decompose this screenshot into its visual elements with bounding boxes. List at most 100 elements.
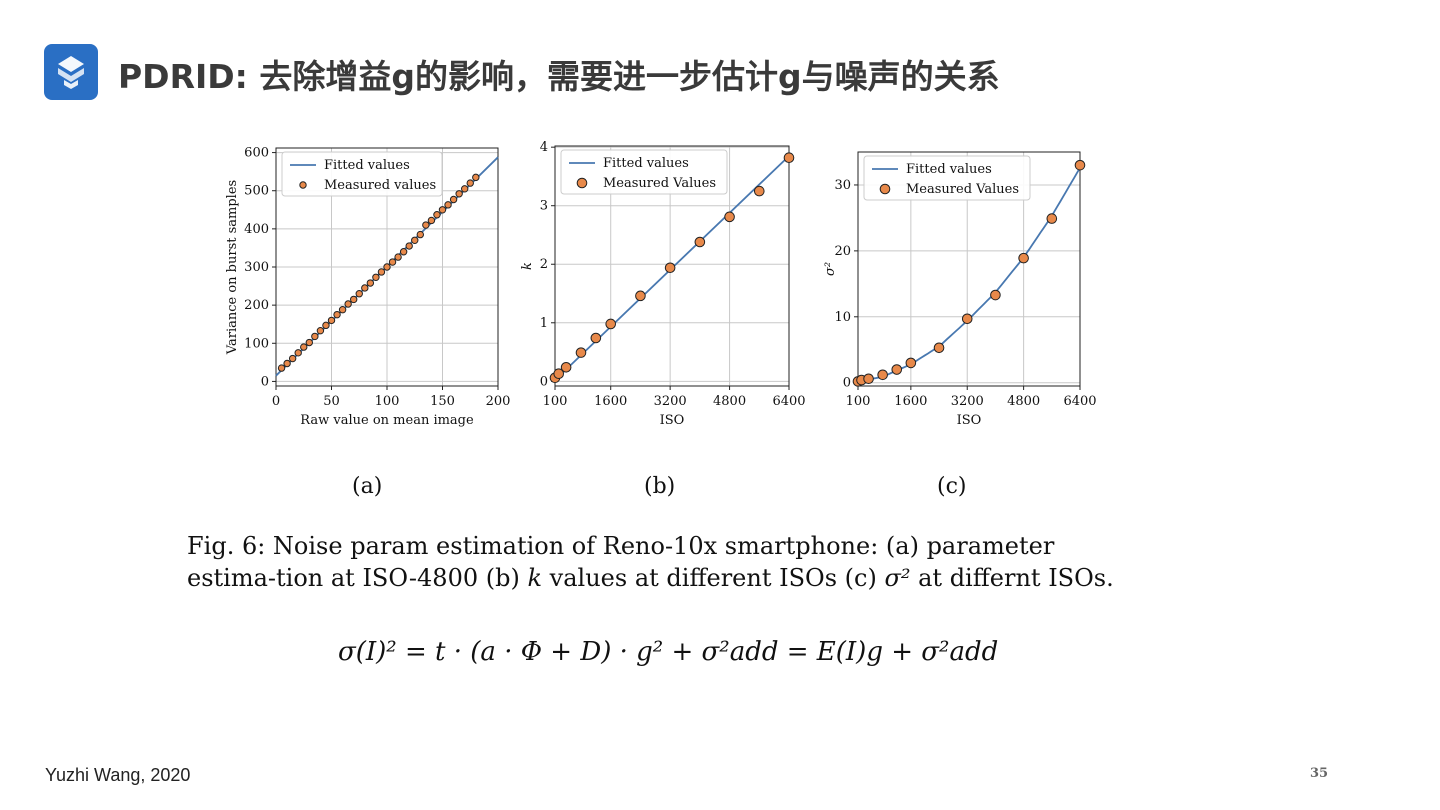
x-tick-label-1: 50	[323, 394, 340, 409]
data-point-30	[444, 201, 452, 209]
data-point-11	[338, 306, 347, 314]
slide-title: PDRID: 去除增益g的影响，需要进一步估计g与噪声的关系	[118, 57, 1000, 96]
data-point-21	[394, 253, 402, 261]
x-tick-label-3: 4800	[1007, 394, 1040, 409]
data-point-17	[372, 273, 380, 281]
noise-formula: σ(I)² = t · (a · Φ + D) · g² + σ²add = E…	[338, 637, 999, 667]
page-number: 35	[1310, 766, 1329, 781]
y-tick-label-1: 100	[244, 336, 269, 351]
legend-marker-swatch	[299, 181, 307, 189]
x-tick-label-3: 150	[430, 394, 455, 409]
data-point-24	[411, 236, 419, 245]
data-point-10	[333, 310, 341, 319]
y-tick-label-0: 0	[843, 376, 851, 391]
data-point-33	[461, 185, 469, 193]
x-tick-label-0: 100	[543, 394, 568, 409]
data-point-11	[783, 152, 795, 164]
y-tick-label-0: 0	[261, 374, 269, 389]
legend-fitted-label: Fitted values	[324, 158, 410, 173]
x-tick-label-1: 1600	[894, 394, 927, 409]
legend-measured-label: Measured values	[324, 178, 436, 193]
x-tick-label-2: 3200	[951, 394, 984, 409]
plot-frame	[554, 145, 790, 387]
data-point-9	[1018, 252, 1029, 264]
y-tick-label-6: 600	[244, 146, 269, 161]
caption-mid: values at different ISOs (c)	[549, 564, 877, 592]
caption-prefix: Fig. 6: Noise param estimation of Reno-1…	[187, 532, 1055, 592]
data-point-14	[355, 289, 363, 298]
data-point-1	[553, 368, 565, 380]
y-tick-label-2: 200	[244, 298, 269, 313]
y-tick-label-3: 30	[834, 178, 851, 193]
data-point-25	[416, 230, 425, 239]
data-point-8	[990, 289, 1001, 301]
data-point-28	[433, 211, 441, 219]
data-point-9	[327, 316, 336, 325]
y-tick-label-4: 4	[540, 140, 548, 155]
data-point-23	[405, 242, 413, 250]
y-tick-label-2: 2	[540, 257, 548, 272]
data-point-1	[283, 359, 291, 368]
data-point-10	[753, 185, 765, 197]
data-point-2	[288, 354, 297, 363]
logo-icon	[44, 44, 98, 100]
data-point-27	[427, 216, 436, 225]
data-point-8	[322, 321, 330, 330]
data-point-7	[316, 326, 325, 335]
y-axis-label: k	[520, 262, 535, 270]
y-tick-label-3: 3	[540, 199, 548, 214]
data-point-35	[472, 173, 480, 182]
subfigure-label-c: (c)	[937, 474, 967, 499]
chart-a: 0 50 100 150 200 0 100 200 300 400 500 600 Raw value…	[225, 146, 511, 428]
data-point-32	[455, 190, 463, 198]
legend-box	[560, 149, 728, 195]
data-point-4	[300, 343, 308, 351]
legend-measured-label: Measured Values	[603, 176, 716, 191]
plot-frame	[857, 151, 1081, 387]
y-tick-label-1: 10	[834, 310, 851, 325]
data-point-2	[560, 361, 572, 373]
data-point-29	[438, 206, 447, 214]
data-point-4	[590, 332, 602, 344]
x-axis-label: Raw value on mean image	[300, 413, 474, 428]
data-point-3	[877, 369, 888, 381]
data-point-20	[388, 258, 397, 266]
data-point-6	[311, 332, 319, 341]
footer-author: Yuzhi Wang, 2020	[45, 765, 191, 785]
y-axis-label: Variance on burst samples	[225, 180, 240, 355]
data-point-26	[422, 221, 430, 229]
subfigure-label-b: (b)	[644, 474, 676, 499]
data-point-0	[277, 364, 286, 372]
data-point-19	[383, 263, 391, 271]
x-tick-label-2: 3200	[654, 394, 687, 409]
caption-sigma: σ²	[884, 564, 911, 592]
data-point-7	[664, 262, 676, 274]
data-point-34	[466, 179, 474, 187]
data-point-16	[366, 279, 375, 287]
x-tick-label-4: 200	[486, 394, 511, 409]
data-point-11	[1074, 159, 1086, 171]
y-tick-label-0: 0	[540, 374, 548, 389]
legend-fitted-label: Fitted values	[603, 156, 689, 171]
legend-marker-swatch	[576, 177, 588, 189]
legend-measured-label: Measured Values	[906, 182, 1019, 197]
legend-box	[863, 155, 1031, 201]
data-point-7	[961, 313, 973, 325]
caption-k: k	[527, 564, 543, 592]
x-tick-label-3: 4800	[713, 394, 746, 409]
data-point-9	[724, 211, 735, 223]
y-tick-label-2: 20	[834, 244, 851, 259]
x-axis-label: ISO	[660, 413, 685, 428]
x-tick-label-1: 1600	[594, 394, 627, 409]
y-axis-label: σ²	[823, 262, 838, 276]
legend-fitted-label: Fitted values	[906, 162, 992, 177]
y-tick-label-5: 500	[244, 184, 269, 199]
data-point-18	[377, 268, 386, 276]
data-point-5	[305, 338, 314, 347]
legend-marker-swatch	[879, 183, 891, 195]
y-tick-label-3: 300	[244, 260, 269, 275]
data-point-22	[399, 248, 408, 256]
legend-box	[281, 151, 443, 197]
data-point-10	[1046, 213, 1058, 224]
subfigure-label-a: (a)	[352, 474, 383, 499]
